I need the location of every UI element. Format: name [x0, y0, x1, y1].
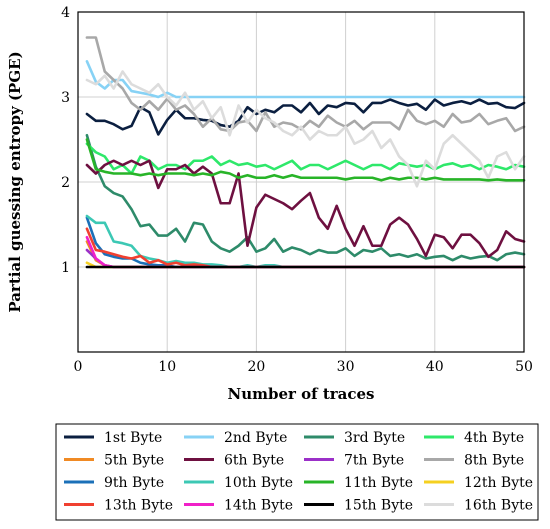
series-line-3 [85, 133, 526, 262]
y-axis-label: Partial guessing entropy (PGE) [6, 51, 24, 312]
legend-label: 9th Byte [104, 475, 164, 491]
legend-entries: 1st Byte 2nd Byte 3rd Byte 4th Byte 5th Byte… [64, 430, 533, 514]
x-tick-label: 10 [158, 359, 176, 375]
legend-label: 13th Byte [104, 498, 173, 514]
series-line-6 [85, 159, 526, 259]
legend-label: 1st Byte [104, 430, 162, 446]
legend-label: 6th Byte [224, 453, 284, 469]
legend-label: 3rd Byte [344, 430, 405, 446]
series-line-4 [85, 142, 526, 175]
y-tick-label: 3 [61, 90, 70, 106]
x-tick-label: 0 [74, 359, 83, 375]
y-tick-label: 1 [61, 260, 70, 276]
series-line-2 [85, 59, 526, 99]
legend-label: 7th Byte [344, 453, 404, 469]
legend-label: 4th Byte [464, 430, 524, 446]
legend-label: 8th Byte [464, 453, 524, 469]
x-axis-label: Number of traces [228, 385, 375, 403]
legend-label: 5th Byte [104, 453, 164, 469]
legend-frame [55, 423, 539, 521]
legend-label: 16th Byte [464, 498, 533, 514]
plot-frame [77, 11, 525, 353]
legend-label: 12th Byte [464, 475, 533, 491]
series-line-11 [85, 138, 526, 182]
x-tick-label: 20 [247, 359, 265, 375]
legend-label: 15th Byte [344, 498, 413, 514]
series-line-1 [85, 98, 526, 136]
legend-label: 2nd Byte [224, 430, 287, 446]
legend-label: 14th Byte [224, 498, 293, 514]
y-tick-label: 2 [61, 175, 70, 191]
y-tick-label: 4 [61, 5, 70, 21]
series-line-16 [85, 70, 526, 188]
legend: 1st Byte 2nd Byte 3rd Byte 4th Byte 5th Byte… [55, 423, 539, 521]
series-lines [85, 36, 526, 269]
legend-label: 10th Byte [224, 475, 293, 491]
tick-labels: 0 10 20 30 40 50 1 2 3 4 [61, 5, 533, 375]
legend-label: 11th Byte [344, 475, 413, 491]
x-tick-label: 40 [426, 359, 444, 375]
x-tick-label: 30 [337, 359, 355, 375]
x-tick-label: 50 [515, 359, 533, 375]
series-line-8 [85, 36, 526, 133]
